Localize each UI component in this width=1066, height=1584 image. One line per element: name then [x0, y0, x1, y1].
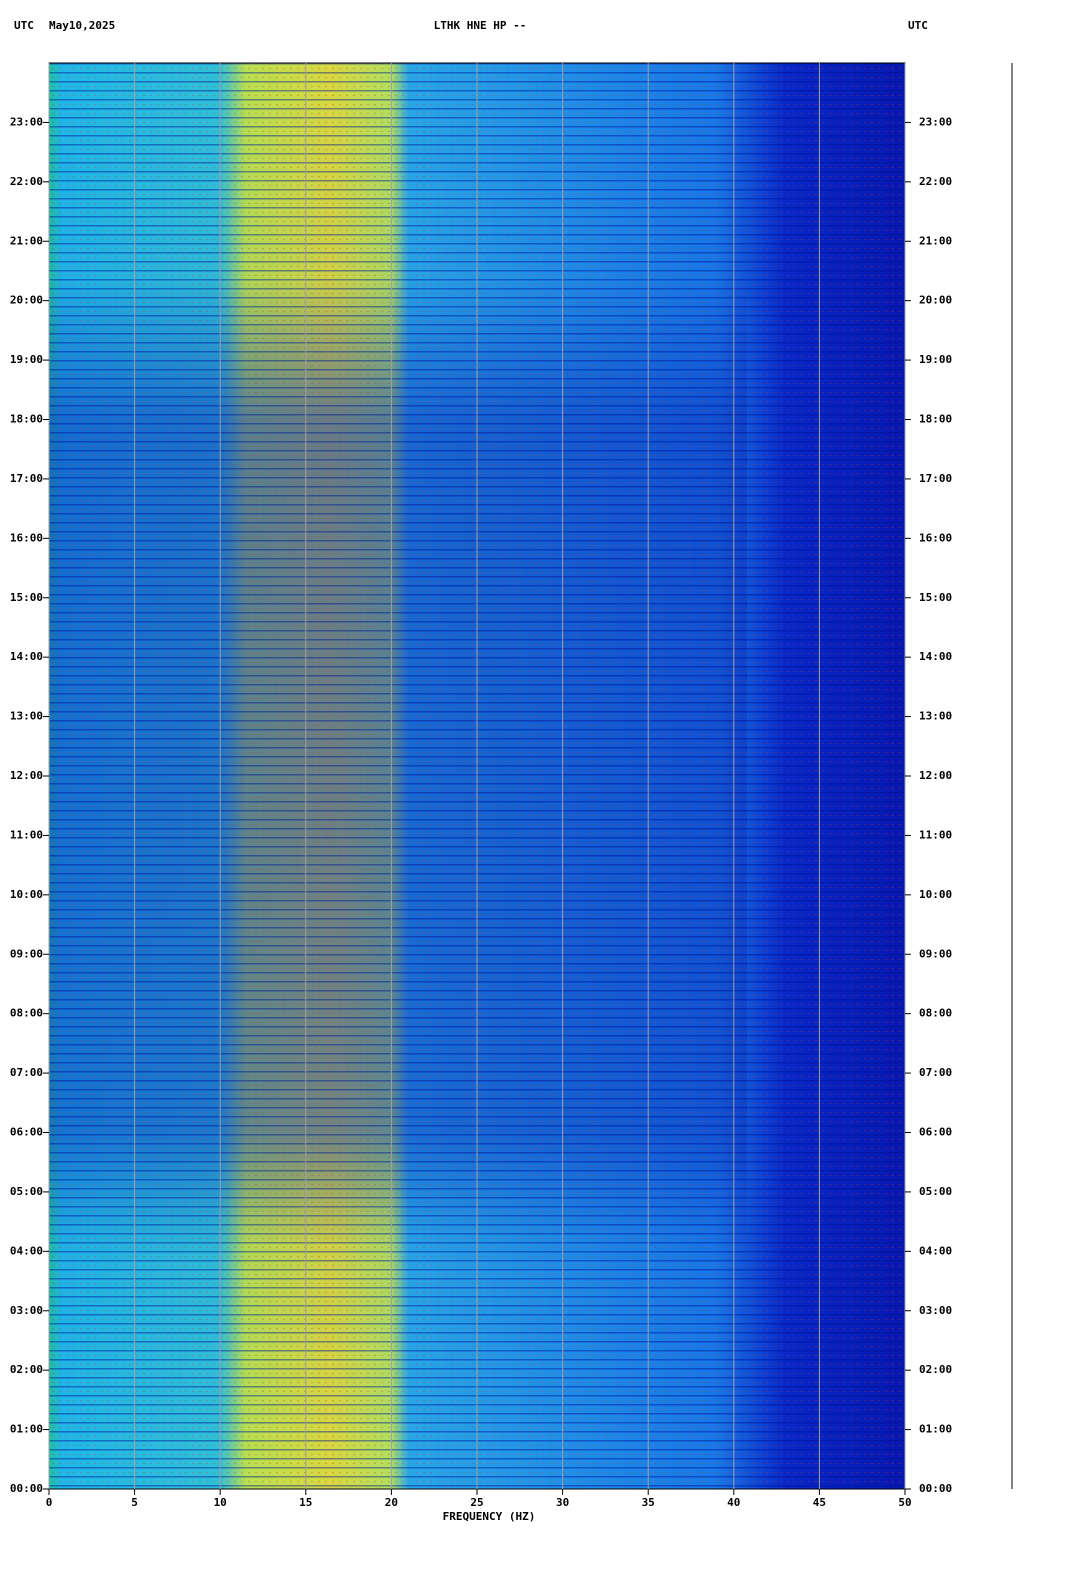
- y-tick-label: 21:00: [10, 234, 43, 247]
- x-tick-label: 5: [131, 1496, 138, 1509]
- x-tick-label: 0: [46, 1496, 53, 1509]
- x-tick-label: 40: [727, 1496, 740, 1509]
- y-tick-label: 09:00: [10, 947, 43, 960]
- y-tick-label: 13:00: [10, 710, 43, 723]
- y-tick-label-right: 19:00: [919, 353, 952, 366]
- y-tick-label-right: 04:00: [919, 1244, 952, 1257]
- y-tick-label-right: 20:00: [919, 294, 952, 307]
- x-tick-label: 10: [214, 1496, 227, 1509]
- x-tick-label: 35: [642, 1496, 655, 1509]
- x-tick-label: 30: [556, 1496, 569, 1509]
- y-tick-label-right: 18:00: [919, 413, 952, 426]
- x-axis-label: FREQUENCY (HZ): [443, 1510, 536, 1523]
- y-tick-label: 16:00: [10, 531, 43, 544]
- y-tick-label: 01:00: [10, 1423, 43, 1436]
- time-zone-right: UTC: [908, 19, 928, 32]
- y-tick-label-right: 14:00: [919, 650, 952, 663]
- y-tick-label-right: 12:00: [919, 769, 952, 782]
- y-tick-label-right: 06:00: [919, 1126, 952, 1139]
- y-tick-label-right: 07:00: [919, 1066, 952, 1079]
- y-tick-label: 04:00: [10, 1244, 43, 1257]
- y-tick-label-right: 03:00: [919, 1304, 952, 1317]
- y-tick-label: 06:00: [10, 1126, 43, 1139]
- x-tick-label: 50: [898, 1496, 911, 1509]
- y-tick-label-right: 16:00: [919, 531, 952, 544]
- y-tick-label: 17:00: [10, 472, 43, 485]
- y-tick-label-right: 09:00: [919, 947, 952, 960]
- y-tick-label-right: 21:00: [919, 234, 952, 247]
- y-tick-label-right: 23:00: [919, 115, 952, 128]
- y-tick-label: 14:00: [10, 650, 43, 663]
- y-tick-label-right: 15:00: [919, 591, 952, 604]
- y-tick-label: 05:00: [10, 1185, 43, 1198]
- y-tick-label: 12:00: [10, 769, 43, 782]
- x-tick-label: 15: [299, 1496, 312, 1509]
- x-tick-label: 25: [470, 1496, 483, 1509]
- y-tick-label-right: 02:00: [919, 1363, 952, 1376]
- y-tick-label: 11:00: [10, 828, 43, 841]
- date: May10,2025: [49, 19, 115, 32]
- y-tick-label-right: 01:00: [919, 1423, 952, 1436]
- chart-title: LTHK HNE HP --: [434, 19, 527, 32]
- y-tick-label: 07:00: [10, 1066, 43, 1079]
- y-tick-label-right: 05:00: [919, 1185, 952, 1198]
- y-tick-label: 19:00: [10, 353, 43, 366]
- y-tick-label-right: 22:00: [919, 175, 952, 188]
- y-tick-label: 15:00: [10, 591, 43, 604]
- y-tick-label-right: 17:00: [919, 472, 952, 485]
- x-tick-label: 45: [813, 1496, 826, 1509]
- x-tick-label: 20: [385, 1496, 398, 1509]
- y-tick-label: 02:00: [10, 1363, 43, 1376]
- y-tick-label-right: 13:00: [919, 710, 952, 723]
- y-tick-label: 10:00: [10, 888, 43, 901]
- y-tick-label-right: 11:00: [919, 828, 952, 841]
- y-tick-label: 20:00: [10, 294, 43, 307]
- y-tick-label-right: 08:00: [919, 1007, 952, 1020]
- y-tick-label: 03:00: [10, 1304, 43, 1317]
- y-tick-label: 08:00: [10, 1007, 43, 1020]
- y-tick-label: 23:00: [10, 115, 43, 128]
- y-tick-label-right: 00:00: [919, 1482, 952, 1495]
- y-tick-label: 18:00: [10, 413, 43, 426]
- time-zone: UTC: [14, 19, 34, 32]
- y-tick-label: 22:00: [10, 175, 43, 188]
- y-tick-label: 00:00: [10, 1482, 43, 1495]
- y-tick-label-right: 10:00: [919, 888, 952, 901]
